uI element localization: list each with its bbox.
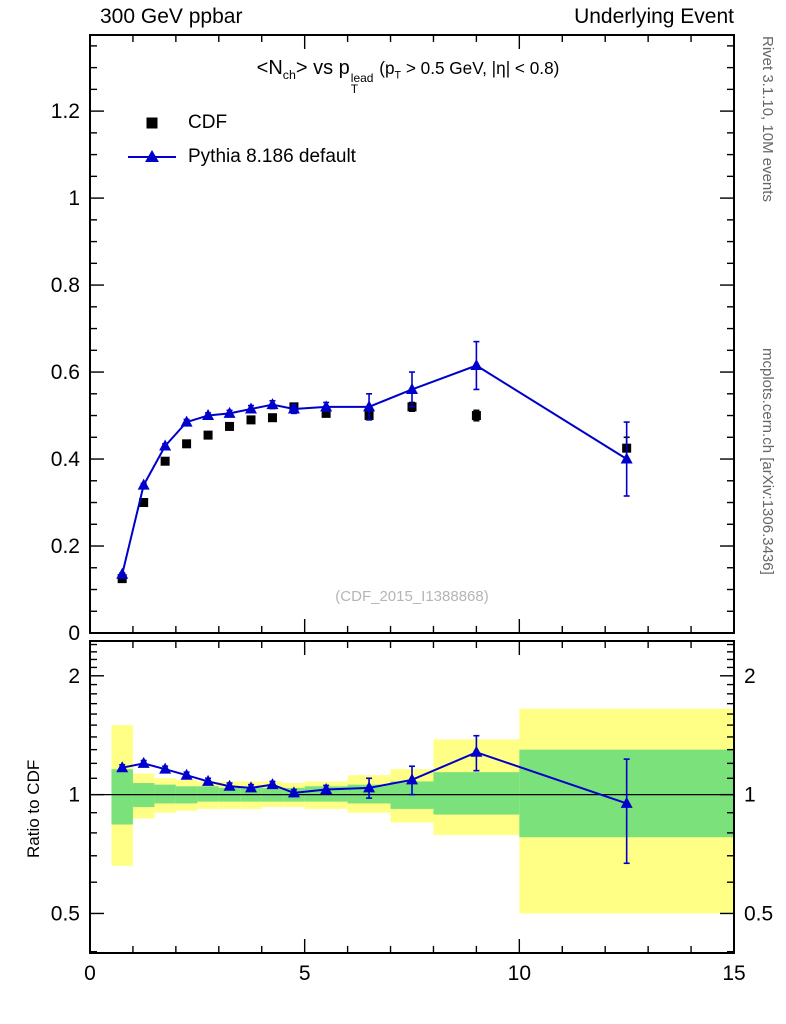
pythia-line: [121, 364, 628, 575]
pythia-point: [159, 439, 172, 451]
title-part: > vs p: [295, 57, 350, 79]
pythia-triangle-marker-icon: [128, 149, 176, 165]
ratio-point: [406, 773, 418, 785]
tick-label: 2: [68, 665, 80, 688]
tick-label: 15: [722, 962, 745, 985]
pythia-point: [266, 398, 279, 410]
ratio-point: [287, 786, 300, 798]
pythia-point: [202, 409, 215, 421]
uncertainty-bands: [111, 708, 734, 914]
tick-label: 0.5: [51, 902, 80, 925]
beam-energy-label: 300 GeV ppbar: [100, 5, 243, 28]
tick-label: 1: [68, 784, 80, 807]
tick-label: 0: [68, 622, 80, 645]
title-cuts: (pT > 0.5 GeV, |η| < 0.8): [374, 58, 560, 82]
tick-label: 10: [508, 962, 531, 985]
band-green: [111, 769, 133, 825]
tick-label: 2: [744, 665, 756, 688]
pythia-point: [287, 402, 300, 414]
cdf-point: [246, 415, 256, 425]
cdf-square-marker-icon: [128, 115, 176, 131]
title-part: (p: [374, 58, 395, 78]
legend: CDF Pythia 8.186 default: [128, 106, 356, 174]
cdf-point: [225, 421, 235, 431]
ratio-frame: [89, 640, 735, 954]
band-green: [433, 772, 520, 815]
cdf-point: [267, 413, 277, 423]
title-part: <N: [256, 57, 283, 79]
band-green: [197, 786, 219, 802]
legend-row-pythia: Pythia 8.186 default: [128, 140, 356, 174]
ratio-point: [620, 796, 633, 808]
analysis-group-label: Underlying Event: [574, 5, 734, 28]
ratio-point: [223, 779, 236, 791]
tick-label: 1: [744, 784, 756, 807]
axis-ticks: [89, 35, 735, 953]
cdf-point: [321, 408, 331, 418]
ratio-point: [180, 768, 193, 780]
cdf-point: [182, 439, 192, 449]
title-sub: T: [350, 82, 359, 97]
ratio-point: [116, 761, 129, 773]
title-supsub: lead T: [350, 71, 374, 97]
cdf-point: [471, 411, 481, 421]
pythia-series: [116, 340, 633, 579]
cdf-point: [203, 430, 213, 440]
ratio-axis-title: Ratio to CDF: [24, 759, 43, 858]
ratio-point: [470, 745, 483, 757]
ratio-point: [245, 781, 257, 793]
ratio-point: [320, 783, 333, 795]
pythia-point: [320, 400, 333, 412]
pythia-point: [137, 478, 150, 490]
title-part: > 0.5 GeV, |η| < 0.8): [401, 58, 560, 78]
title-sub: T: [394, 69, 402, 82]
ratio-series: [116, 734, 633, 865]
ratio-point: [202, 774, 215, 786]
axis-labels: 0 5 10 15 0 0.2 0.4 0.6 0.8 1 1.2 0.5 0.5 1 1 2 2: [51, 100, 773, 985]
pythia-point: [116, 567, 129, 579]
analysis-id-watermark: (CDF_2015_I1388868): [335, 588, 489, 605]
cdf-point: [160, 456, 170, 466]
pythia-point: [180, 415, 193, 427]
ratio-point: [137, 756, 150, 768]
pythia-point: [620, 452, 633, 464]
tick-label: 1.2: [51, 100, 80, 123]
pythia-point: [363, 400, 376, 412]
rivet-version-label: Rivet 3.1.10, 10M events: [759, 36, 776, 202]
mcplots-credit-label: mcplots.cern.ch [arXiv:1306.3436]: [759, 348, 776, 575]
tick-label: 0.5: [744, 902, 773, 925]
pythia-point: [470, 359, 483, 371]
tick-label: 0.6: [51, 361, 80, 384]
plot-title: <Nch> vs p lead T (pT > 0.5 GeV, |η| < 0.8…: [257, 57, 560, 96]
tick-label: 0.4: [51, 448, 81, 471]
pythia-legend-label: Pythia 8.186 default: [188, 146, 356, 167]
cdf-point: [139, 498, 149, 508]
pythia-point: [245, 402, 257, 414]
tick-label: 5: [299, 962, 311, 985]
ratio-point: [266, 778, 279, 790]
legend-row-cdf: CDF: [128, 106, 356, 140]
pythia-point: [406, 382, 418, 394]
cdf-legend-label: CDF: [188, 112, 228, 133]
tick-label: 0: [84, 962, 96, 985]
main-frame: [89, 34, 735, 634]
ratio-point: [159, 762, 172, 774]
tick-label: 1: [68, 187, 80, 210]
cdf-series: [117, 401, 632, 584]
tick-label: 0.2: [51, 535, 80, 558]
title-sub: ch: [282, 68, 296, 82]
ratio-point: [363, 781, 376, 793]
title-sup: lead: [350, 71, 374, 85]
tick-label: 0.8: [51, 274, 80, 297]
pythia-point: [223, 406, 236, 418]
